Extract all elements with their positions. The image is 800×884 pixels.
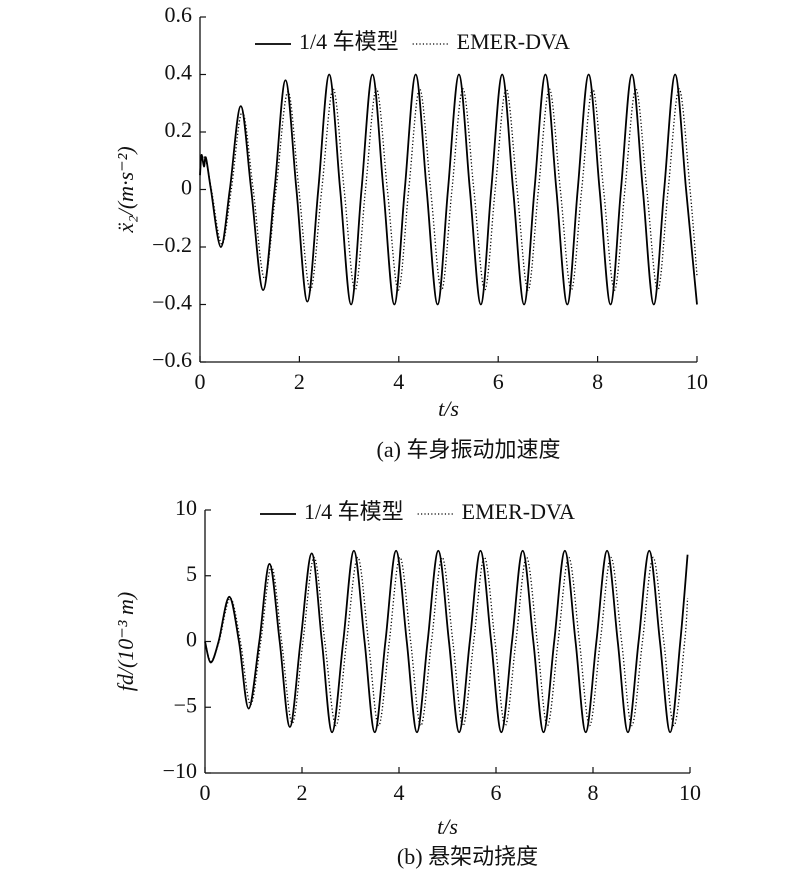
data-line — [204, 549, 689, 734]
data-line — [199, 73, 698, 306]
x-tick-label: 6 — [491, 780, 502, 805]
y-tick-label: −0.6 — [152, 347, 192, 372]
y-tick-label: 0.4 — [165, 60, 193, 85]
legend: 1/4 车模型 EMER-DVA — [260, 499, 575, 524]
y-tick-label: 0 — [181, 175, 192, 200]
y-axis-label: fd/(10⁻³ m) — [113, 592, 138, 691]
x-tick-label: 0 — [195, 369, 206, 394]
x-tick-label: 10 — [679, 780, 701, 805]
y-tick-label: 10 — [175, 495, 197, 520]
y-tick-label: −0.4 — [152, 290, 192, 315]
x-tick-label: 8 — [592, 369, 603, 394]
data-line — [199, 88, 698, 291]
legend-label: EMER-DVA — [462, 499, 575, 524]
data-line — [204, 556, 689, 727]
y-tick-label: −5 — [174, 692, 197, 717]
x-tick-label: 0 — [200, 780, 211, 805]
y-tick-label: 0.6 — [165, 2, 193, 27]
caption: (b) 悬架动挠度 — [397, 844, 538, 869]
y-axis-label: ẍ₂/(m·s⁻²) — [113, 146, 138, 233]
legend: 1/4 车模型 EMER-DVA — [255, 29, 570, 54]
legend-label: EMER-DVA — [457, 29, 570, 54]
x-tick-label: 4 — [393, 369, 404, 394]
x-tick-label: 10 — [686, 369, 708, 394]
y-tick-label: 5 — [186, 561, 197, 586]
x-tick-label: 4 — [394, 780, 405, 805]
y-tick-label: 0 — [186, 627, 197, 652]
x-tick-label: 2 — [297, 780, 308, 805]
x-tick-label: 8 — [588, 780, 599, 805]
caption: (a) 车身振动加速度 — [377, 437, 561, 462]
x-axis-label: t/s — [438, 396, 459, 421]
x-tick-label: 2 — [294, 369, 305, 394]
y-tick-label: −10 — [163, 758, 197, 783]
y-tick-label: 0.2 — [165, 117, 193, 142]
x-tick-label: 6 — [493, 369, 504, 394]
legend-label: 1/4 车模型 — [304, 499, 404, 524]
x-axis-label: t/s — [437, 814, 458, 839]
legend-label: 1/4 车模型 — [299, 29, 399, 54]
y-tick-label: −0.2 — [152, 232, 192, 257]
